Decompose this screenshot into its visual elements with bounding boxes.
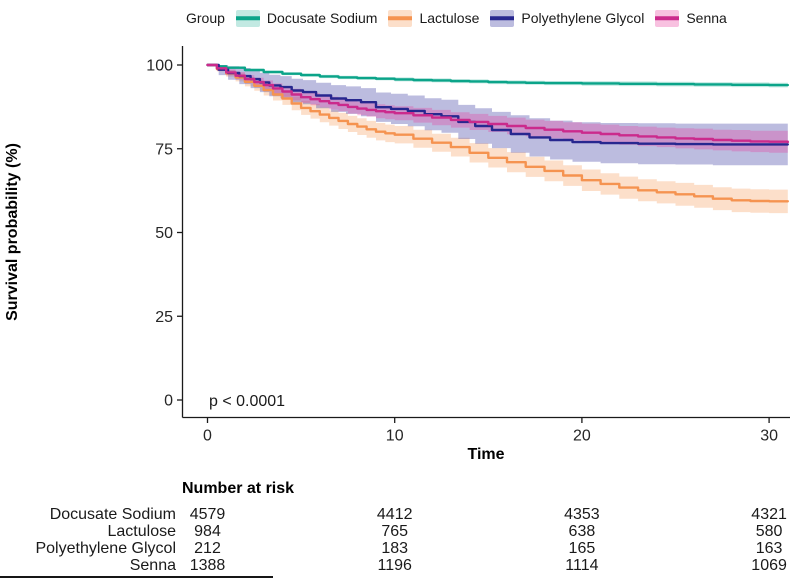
risk-table-title: Number at risk <box>182 480 295 497</box>
legend-swatch-line <box>655 16 680 20</box>
p-value-annotation: p < 0.0001 <box>209 393 286 410</box>
x-axis-title: Time <box>467 446 505 463</box>
y-tick-label: 25 <box>155 309 173 326</box>
risk-row: Docusate Sodium 4579 4412 4353 4321 <box>0 506 796 523</box>
y-tick-label: 75 <box>155 141 173 158</box>
risk-count: 765 <box>381 523 409 540</box>
risk-count: 212 <box>194 540 221 557</box>
legend-item-label: Polyethylene Glycol <box>521 10 645 26</box>
risk-count: 163 <box>755 540 783 557</box>
bottom-edge-line <box>0 576 273 578</box>
risk-count: 4579 <box>189 506 226 523</box>
risk-count: 183 <box>381 540 409 557</box>
confidence-band-docusate-sodium <box>207 65 788 88</box>
legend-swatch-line <box>235 16 260 20</box>
risk-row: Senna 1388 1196 1114 1069 <box>0 557 796 574</box>
legend-title: Group <box>186 10 225 26</box>
risk-row-label: Polyethylene Glycol <box>35 540 176 557</box>
risk-count: 4412 <box>376 506 413 523</box>
risk-row-label: Lactulose <box>107 523 177 540</box>
risk-count: 4321 <box>751 506 787 523</box>
legend-item-label: Senna <box>686 10 727 26</box>
x-tick-label: 20 <box>573 428 591 445</box>
y-tick-label: 50 <box>155 225 173 242</box>
legend-item: Senna <box>655 9 727 27</box>
risk-row: Lactulose 984 765 638 580 <box>0 523 796 540</box>
x-tick-label: 30 <box>760 428 778 445</box>
risk-count: 1388 <box>189 557 226 574</box>
legend-item: Lactulose <box>388 9 480 27</box>
legend: Group Docusate Sodium Lactulose Polyethyle… <box>186 7 727 29</box>
legend-swatch-icon <box>655 9 680 27</box>
legend-swatch-icon <box>490 9 515 27</box>
risk-count: 1196 <box>377 557 412 574</box>
risk-row-label: Senna <box>129 557 176 574</box>
risk-row-label: Docusate Sodium <box>49 506 176 523</box>
y-tick-label: 0 <box>164 393 173 410</box>
legend-item-label: Docusate Sodium <box>266 10 378 26</box>
survival-curve-docusate-sodium <box>206 63 789 87</box>
legend-swatch-line <box>388 16 413 20</box>
x-tick-label: 10 <box>386 428 404 445</box>
risk-row: Polyethylene Glycol 212 183 165 163 <box>0 540 796 557</box>
risk-count: 165 <box>568 540 596 557</box>
risk-count: 1114 <box>565 557 599 574</box>
risk-count: 984 <box>194 523 221 540</box>
legend-swatch-line <box>490 16 515 20</box>
confidence-band-senna <box>207 65 788 154</box>
risk-count: 638 <box>568 523 596 540</box>
confidence-band-polyethylene-glycol <box>207 65 788 166</box>
x-tick-label: 0 <box>203 428 212 445</box>
survival-curve-lactulose <box>206 63 789 203</box>
risk-count: 1069 <box>751 557 787 574</box>
survival-curve-senna <box>206 63 789 144</box>
legend-item: Docusate Sodium <box>235 9 378 27</box>
y-tick-label: 100 <box>146 58 173 75</box>
risk-count: 4353 <box>564 506 600 523</box>
km-chart: 100 75 50 25 0 0 10 20 30 <box>146 46 790 445</box>
legend-swatch-icon <box>235 9 260 27</box>
legend-swatch-icon <box>388 9 413 27</box>
risk-count: 580 <box>755 523 783 540</box>
legend-item: Polyethylene Glycol <box>490 9 645 27</box>
legend-item-label: Lactulose <box>419 10 480 26</box>
